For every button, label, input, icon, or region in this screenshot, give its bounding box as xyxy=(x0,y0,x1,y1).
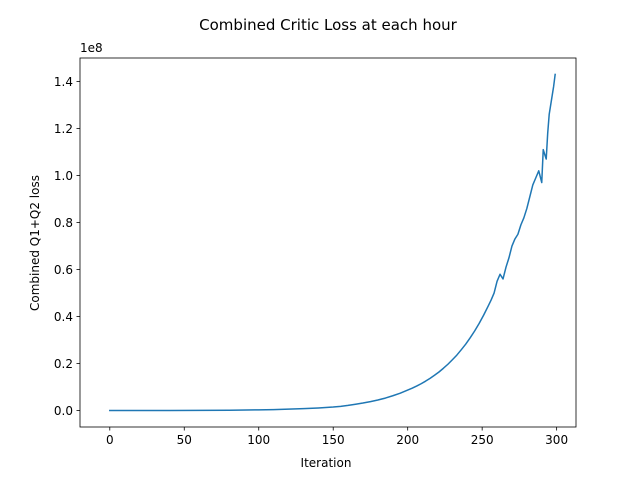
x-tick-label: 50 xyxy=(177,433,192,447)
x-tick-label: 150 xyxy=(322,433,345,447)
plot-area: 0 50 100 150 200 250 300 0.0 0.2 0.4 0.6 0.8 1.0 1.2 1… xyxy=(54,57,577,447)
y-tick-label: 0.0 xyxy=(54,404,73,418)
x-tick-label: 200 xyxy=(396,433,419,447)
axes-frame xyxy=(79,57,577,428)
x-tick-label: 300 xyxy=(545,433,568,447)
series-line-0 xyxy=(109,73,556,412)
y-axis-offset-label: 1e8 xyxy=(80,41,103,55)
x-tick-label: 250 xyxy=(471,433,494,447)
y-tick-label: 0.2 xyxy=(54,357,73,371)
chart-title: Combined Critic Loss at each hour xyxy=(199,16,457,34)
y-tick-label: 1.4 xyxy=(54,75,73,89)
y-tick-label: 0.4 xyxy=(54,310,73,324)
x-axis-label: Iteration xyxy=(301,456,352,470)
x-tick-label: 0 xyxy=(106,433,114,447)
y-tick-label: 1.2 xyxy=(54,122,73,136)
y-axis-label: Combined Q1+Q2 loss xyxy=(28,175,42,311)
y-tick-label: 0.8 xyxy=(54,216,73,230)
y-tick-label: 0.6 xyxy=(54,263,73,277)
x-tick-label: 100 xyxy=(247,433,270,447)
y-tick-label: 1.0 xyxy=(54,169,73,183)
